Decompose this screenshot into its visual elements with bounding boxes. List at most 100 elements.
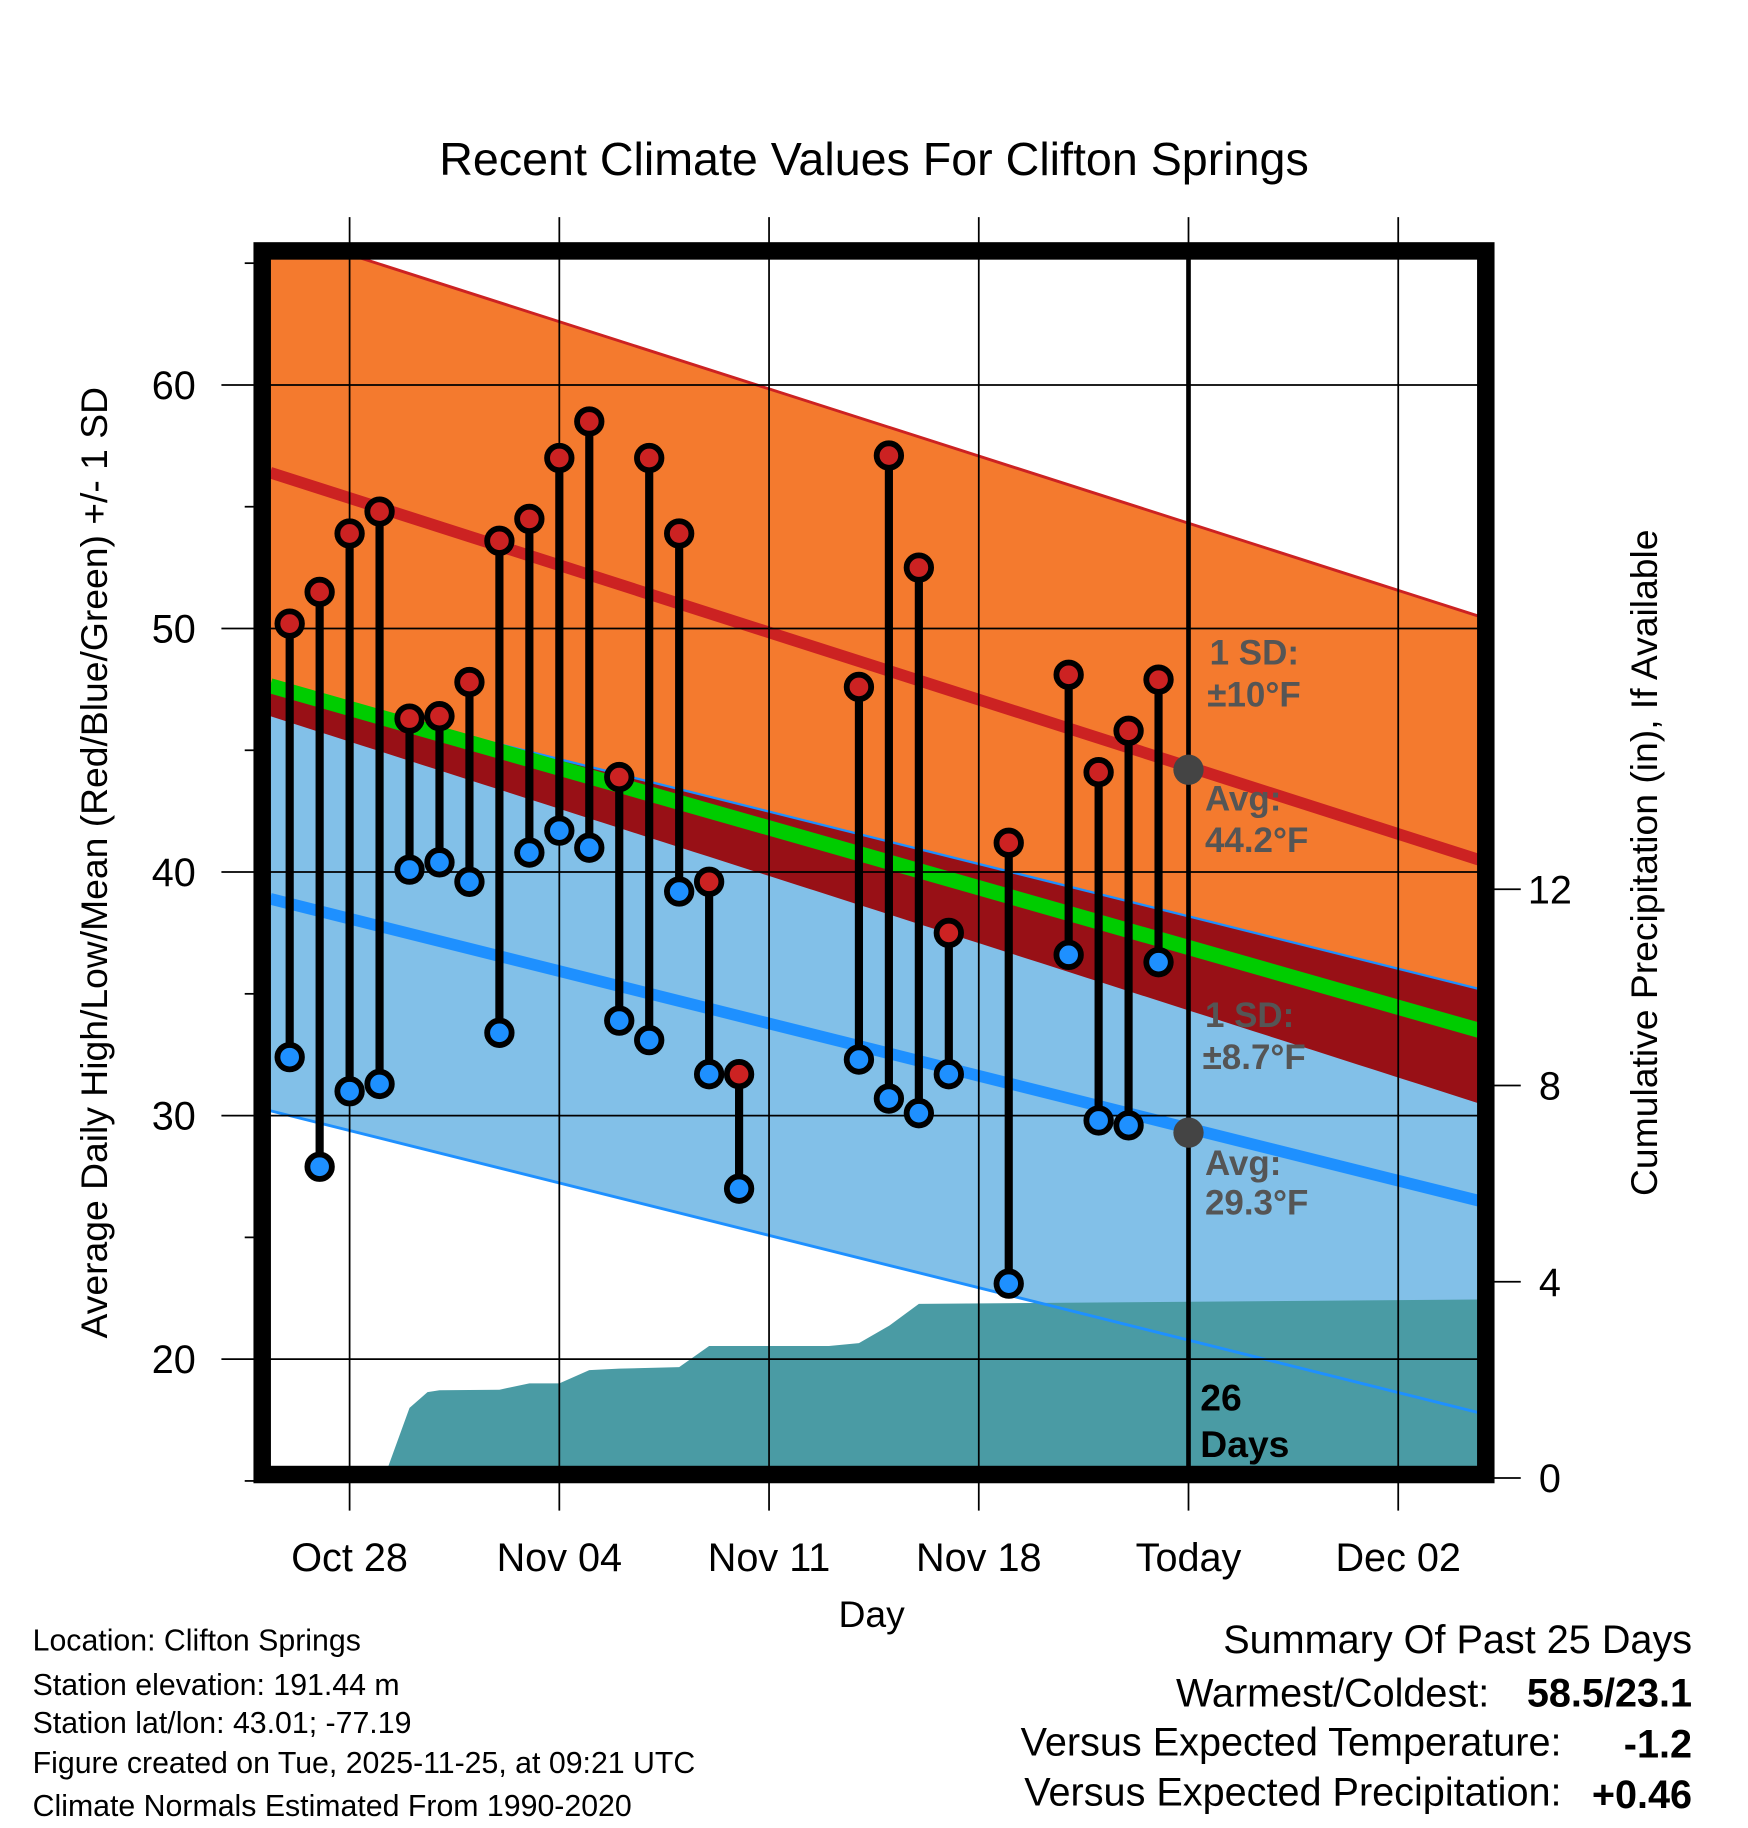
y2-axis-label: Cumulative Precipitation (in), If Availa… [1623,529,1665,1196]
y-tick-label: 60 [152,364,196,408]
daily-high-marker [1143,664,1174,695]
today-low-avg-dot [1173,1117,1204,1148]
daily-low-marker [903,1098,935,1129]
daily-high-marker [993,827,1024,858]
y-tick-label: 40 [152,851,196,895]
x-axis-label: Day [839,1593,906,1635]
daily-low-marker [693,1059,725,1090]
daily-low-marker [334,1076,365,1107]
daily-low-marker [454,866,485,897]
x-tick-label: Today [1136,1536,1242,1580]
x-tick-label: Dec 02 [1335,1536,1461,1580]
plot-frame [253,242,1495,1484]
high-upper-sd-line [359,259,1478,618]
daily-low-marker [304,1151,335,1182]
daily-high-marker [1113,715,1144,746]
y-tick-label: 50 [152,607,196,651]
daily-low-marker [604,1005,635,1036]
daily-low-marker [1143,947,1174,978]
daily-high-marker [843,671,875,703]
summary-temp-label: Versus Expected Temperature: [1021,1720,1562,1764]
annotation-high-sd-line2: ±10°F [1207,676,1300,715]
annotation-low-avg-line1: Avg: [1205,1144,1281,1183]
daily-high-marker [873,440,905,471]
daily-high-marker [903,552,935,583]
daily-high-marker [394,703,425,734]
daily-low-marker [843,1044,875,1075]
x-tick-label: Oct 28 [291,1536,408,1580]
chart-title: Recent Climate Values For Clifton Spring… [439,133,1309,185]
daily-high-marker [693,866,725,897]
footer-normals: Climate Normals Estimated From 1990-2020 [33,1790,632,1823]
summary-warmest-value: 58.5/23.1 [1527,1671,1692,1715]
daily-high-marker [723,1059,755,1090]
daily-high-marker [574,406,605,437]
summary-temp-value: -1.2 [1624,1723,1692,1767]
daily-high-marker [364,496,395,527]
daily-high-marker [514,503,545,535]
daily-high-marker [304,576,335,608]
footer-created: Figure created on Tue, 2025-11-25, at 09… [33,1747,696,1780]
footer: Location: Clifton Springs Station elevat… [33,1624,696,1822]
daily-high-marker [1083,757,1114,788]
summary-precip-label: Versus Expected Precipitation: [1024,1770,1561,1814]
daily-high-marker [484,525,515,556]
today-high-avg-dot [1173,754,1204,785]
daily-low-marker [274,1042,305,1073]
daily-high-marker [933,917,964,949]
daily-high-marker [274,608,305,639]
daily-low-marker [574,832,605,863]
daily-low-marker [484,1017,515,1048]
footer-elevation: Station elevation: 191.44 m [33,1669,400,1702]
daily-high-marker [424,701,455,732]
daily-low-marker [634,1024,665,1056]
summary-precip-value: +0.46 [1592,1773,1692,1817]
cumulative-precip-area [387,1299,1478,1469]
x-tick-label: Nov 11 [708,1536,831,1580]
daily-low-marker [873,1083,905,1114]
y2-tick-label: 4 [1539,1261,1561,1305]
daily-low-marker [424,847,455,878]
y2-tick-label: 12 [1528,868,1572,912]
y-axis-label: Average Daily High/Low/Mean (Red/Blue/Gr… [73,387,115,1338]
daily-high-marker [454,666,485,698]
daily-high-marker [664,518,695,549]
high-sd-band [270,259,1478,1103]
daily-low-marker [933,1059,964,1090]
x-tick-label: Nov 18 [916,1536,1042,1580]
daily-low-marker [993,1268,1024,1299]
high-avg-line [270,467,1478,866]
annotation-low-avg-line2: 29.3°F [1205,1184,1308,1223]
annotation-high-sd-line1: 1 SD: [1210,634,1299,673]
annotation-low-sd-line1: 1 SD: [1205,996,1294,1035]
daily-low-marker [723,1173,755,1204]
daily-high-marker [544,442,575,474]
daily-low-marker [1113,1110,1144,1141]
daily-low-marker [394,854,425,885]
summary-title: Summary Of Past 25 Days [1223,1618,1692,1662]
daily-low-marker [514,837,545,868]
summary-warmest-label: Warmest/Coldest: [1176,1671,1489,1715]
daily-low-marker [1053,939,1084,971]
daily-low-marker [1083,1105,1114,1136]
footer-latlon: Station lat/lon: 43.01; -77.19 [33,1707,412,1740]
days-count-label: 26 [1200,1376,1241,1418]
daily-low-marker [664,876,695,907]
days-label: Days [1200,1423,1289,1465]
daily-high-marker [1053,659,1084,690]
annotation-high-avg-line1: Avg: [1205,779,1281,818]
low-lower-sd-line [270,1109,1478,1414]
daily-low-marker [544,815,575,846]
y2-tick-label: 8 [1539,1065,1561,1109]
daily-low-marker [364,1068,395,1100]
sd-overlap-band [270,686,1478,1103]
summary: Summary Of Past 25 Days Warmest/Coldest:… [1021,1618,1692,1817]
footer-location: Location: Clifton Springs [33,1624,361,1657]
annotation-low-sd-line2: ±8.7°F [1203,1038,1306,1077]
annotation-high-avg-line2: 44.2°F [1205,821,1308,860]
y-tick-label: 30 [152,1095,196,1139]
y-tick-label: 20 [152,1338,196,1382]
x-tick-label: Nov 04 [497,1536,623,1580]
y2-tick-label: 0 [1539,1457,1561,1501]
